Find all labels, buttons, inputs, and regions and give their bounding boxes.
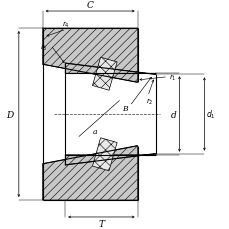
Text: a: a [92, 127, 96, 135]
Text: d: d [170, 110, 176, 119]
Polygon shape [42, 146, 137, 200]
Polygon shape [65, 64, 155, 75]
Text: $d_1$: $d_1$ [205, 108, 215, 121]
Text: C: C [86, 1, 93, 10]
Text: $r_1$: $r_1$ [168, 72, 176, 82]
Text: $r_4$: $r_4$ [62, 19, 70, 30]
Text: $r_2$: $r_2$ [146, 96, 153, 106]
Text: $r_3$: $r_3$ [40, 43, 47, 53]
Polygon shape [65, 154, 155, 165]
Text: T: T [98, 219, 104, 228]
Polygon shape [92, 138, 117, 171]
Text: B: B [122, 105, 128, 113]
Polygon shape [92, 58, 117, 91]
Polygon shape [42, 29, 137, 83]
Text: D: D [6, 110, 13, 119]
